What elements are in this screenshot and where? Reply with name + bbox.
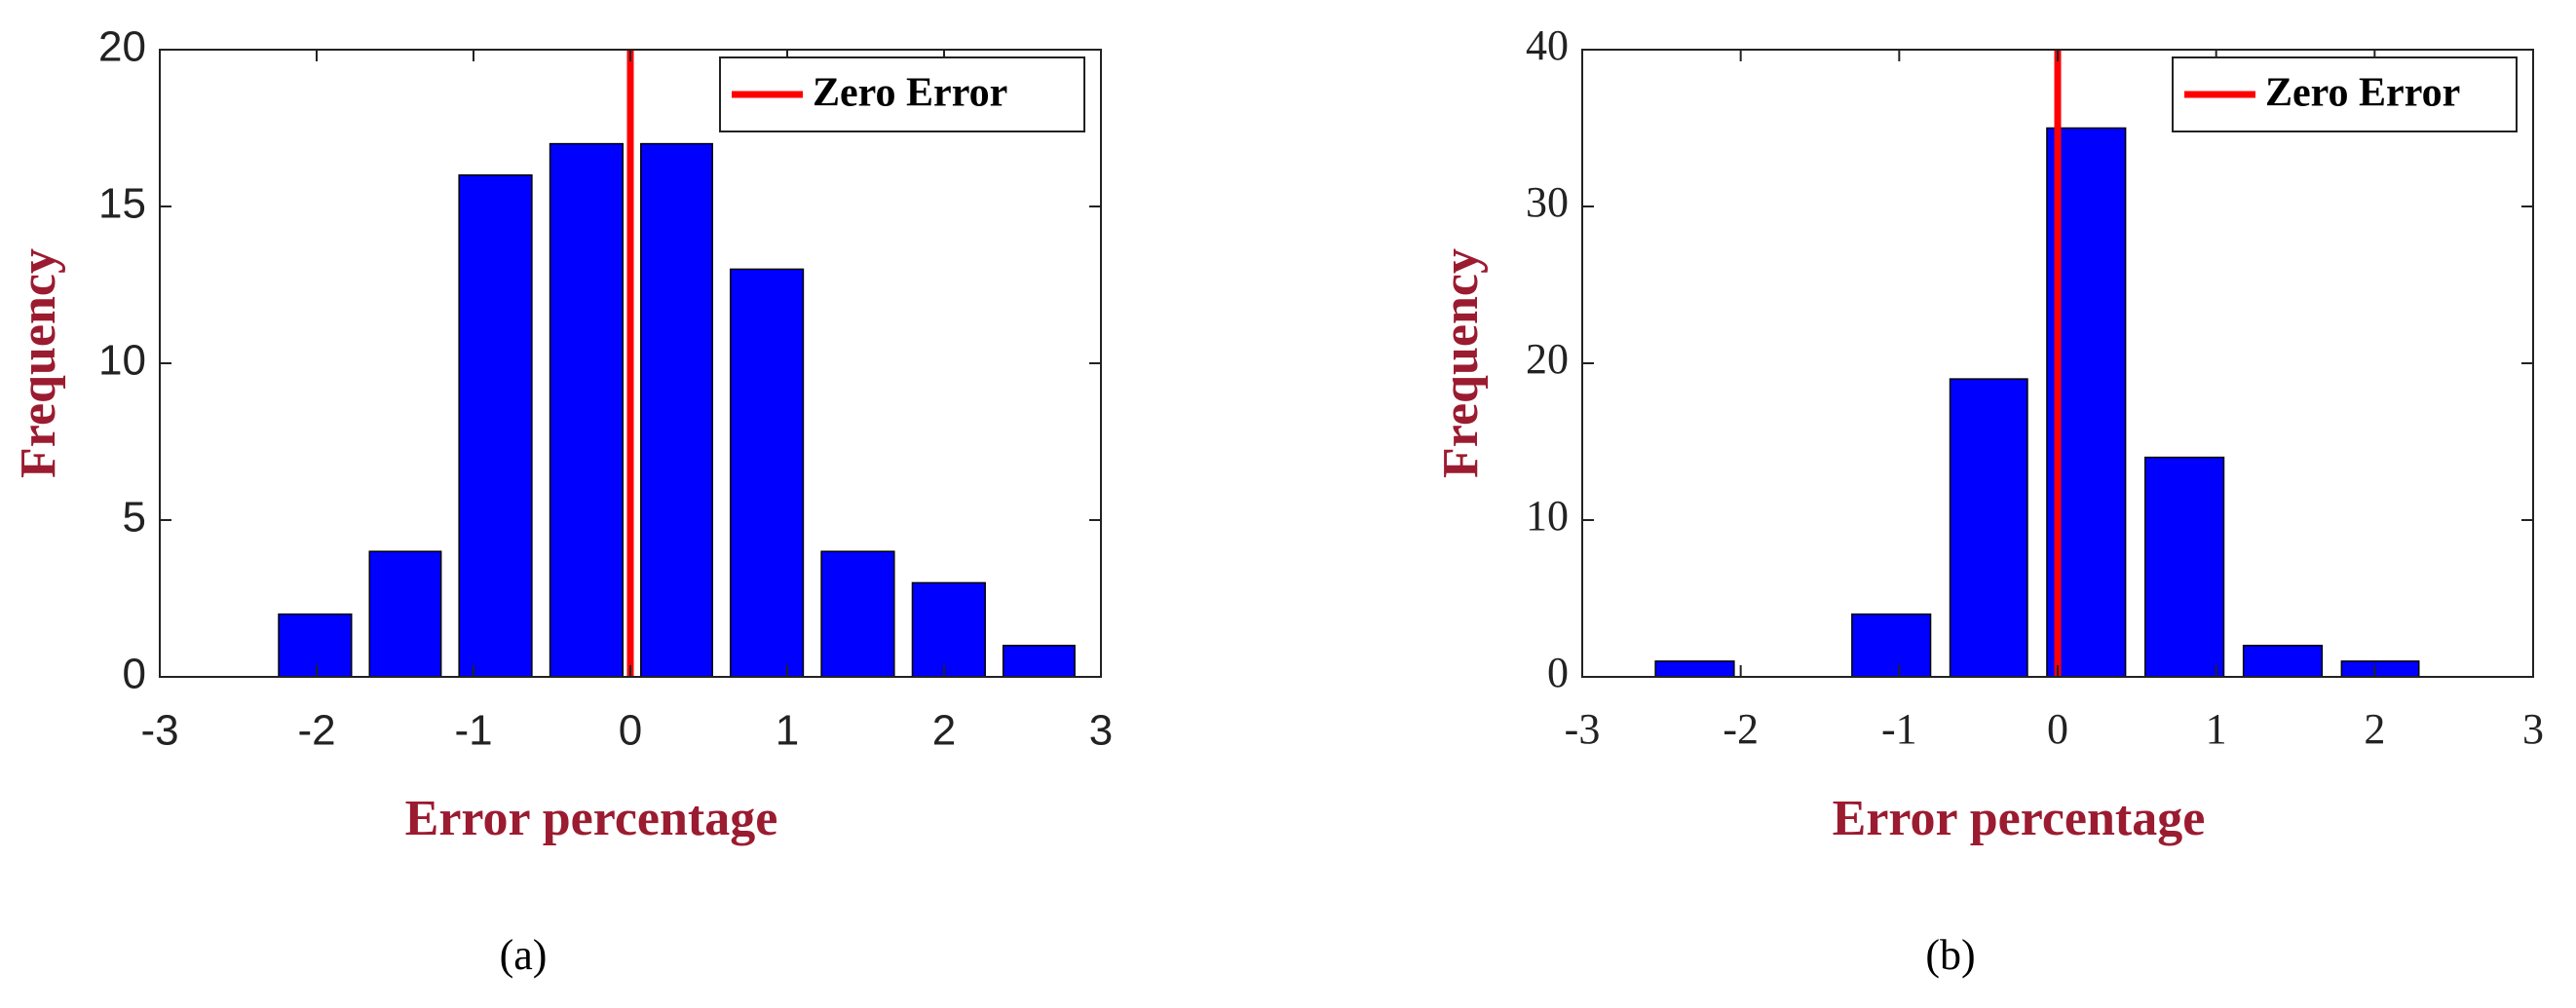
bar — [820, 550, 895, 678]
bar — [1654, 660, 1735, 678]
x-tick-label: 3 — [2522, 705, 2544, 753]
y-tick-label: 15 — [98, 180, 146, 228]
bar — [368, 550, 442, 678]
bar — [278, 613, 353, 678]
y-axis-label: Frequency — [1433, 248, 1489, 478]
x-tick-label: 2 — [2364, 705, 2385, 753]
x-tick-label: -1 — [454, 707, 492, 755]
y-tick-label: 20 — [1526, 335, 1569, 383]
bar — [911, 581, 986, 678]
x-axis-label: Error percentage — [1833, 791, 2206, 846]
y-tick-label: 0 — [1547, 649, 1569, 696]
bar — [729, 268, 805, 678]
bar — [2144, 456, 2225, 678]
x-tick-label: 0 — [2047, 705, 2068, 753]
chart-panel: -3 -2 -1 0 1 2 3 0 5 10 15 20 Error percentage Freque… — [11, 23, 1113, 979]
bar — [458, 174, 533, 678]
y-tick-label: 0 — [123, 651, 146, 698]
bar — [2242, 645, 2324, 678]
x-tick-label: 0 — [619, 707, 642, 755]
bar — [2340, 660, 2420, 678]
y-tick-label: 40 — [1526, 21, 1569, 69]
y-tick-label: 10 — [1526, 492, 1569, 540]
bar — [640, 142, 713, 678]
bar — [1949, 378, 2028, 678]
y-tick-label: 5 — [123, 494, 146, 541]
x-tick-label: -3 — [140, 707, 178, 755]
y-tick-label: 30 — [1526, 178, 1569, 226]
x-tick-label: 3 — [1089, 707, 1113, 755]
x-tick-label: 1 — [776, 707, 799, 755]
panel-label: (a) — [500, 931, 548, 979]
x-axis-label: Error percentage — [405, 791, 778, 846]
bar — [1851, 613, 1932, 678]
legend-label: Zero Error — [2265, 71, 2460, 116]
x-tick-label: -1 — [1881, 705, 1917, 753]
x-tick-label: -2 — [297, 707, 335, 755]
y-tick-label: 10 — [98, 337, 146, 385]
panel-label: (b) — [1925, 931, 1975, 979]
legend-label: Zero Error — [813, 71, 1007, 116]
x-tick-label: -2 — [1723, 705, 1759, 753]
y-tick-label: 20 — [98, 23, 146, 71]
y-axis-label: Frequency — [11, 248, 66, 478]
x-tick-label: -3 — [1565, 705, 1601, 753]
bar — [1002, 645, 1076, 678]
x-tick-label: 1 — [2206, 705, 2227, 753]
x-tick-label: 2 — [932, 707, 956, 755]
bar — [549, 142, 625, 678]
